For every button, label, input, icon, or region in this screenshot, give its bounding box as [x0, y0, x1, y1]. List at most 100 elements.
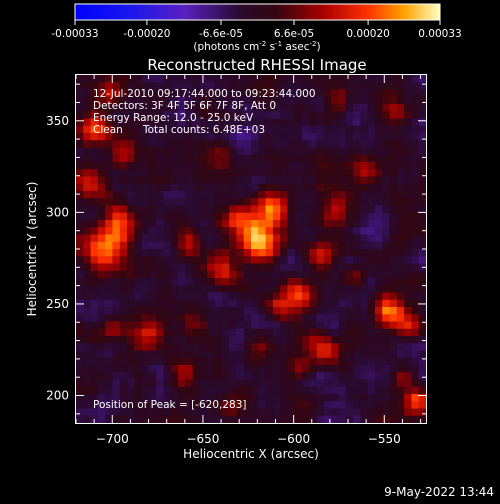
heatmap-cell: [309, 205, 318, 214]
heatmap-cell: [207, 140, 215, 148]
heatmap-cell: [251, 176, 259, 185]
heatmap-cell: [367, 176, 376, 185]
heatmap-cell: [411, 365, 420, 373]
heatmap-cell: [156, 394, 164, 402]
heatmap-cell: [214, 408, 223, 417]
heatmap-cell: [236, 212, 245, 221]
heatmap-cell: [192, 401, 201, 409]
heatmap-cell: [170, 198, 179, 206]
heatmap-cell: [382, 321, 390, 330]
heatmap-cell: [411, 350, 420, 359]
y-tick-label: 300: [46, 205, 69, 219]
heatmap-cell: [418, 394, 427, 402]
heatmap-cell: [404, 183, 412, 192]
heatmap-cell: [294, 372, 303, 380]
heatmap-cell: [97, 89, 106, 98]
heatmap-cell: [396, 292, 405, 301]
heatmap-cell: [163, 82, 172, 90]
heatmap-cell: [221, 220, 230, 228]
heatmap-cell: [294, 328, 303, 337]
heatmap-cell: [345, 234, 354, 243]
heatmap-cell: [199, 314, 208, 322]
heatmap-cell: [97, 401, 106, 409]
heatmap-cell: [119, 147, 128, 156]
heatmap-cell: [418, 408, 427, 417]
heatmap-cell: [404, 299, 412, 308]
heatmap-cell: [141, 162, 150, 170]
heatmap-cell: [331, 372, 339, 380]
heatmap-cell: [258, 205, 266, 214]
heatmap-cell: [323, 183, 332, 192]
heatmap-cell: [287, 415, 296, 424]
heatmap-cell: [272, 176, 281, 185]
heatmap-cell: [309, 401, 318, 409]
heatmap-cell: [243, 278, 252, 286]
heatmap-cell: [309, 234, 318, 243]
heatmap-cell: [404, 350, 412, 359]
heatmap-cell: [396, 357, 405, 366]
heatmap-cell: [302, 263, 310, 272]
heatmap-cell: [127, 299, 135, 308]
heatmap-cell: [112, 336, 121, 344]
heatmap-cell: [214, 212, 223, 221]
heatmap-cell: [265, 133, 274, 141]
heatmap-cell: [309, 183, 318, 192]
heatmap-cell: [229, 415, 237, 424]
heatmap-cell: [97, 278, 106, 286]
heatmap-cell: [236, 321, 245, 330]
heatmap-cell: [294, 140, 303, 148]
heatmap-cell: [353, 350, 361, 359]
heatmap-cell: [272, 365, 281, 373]
heatmap-cell: [265, 357, 274, 366]
heatmap-cell: [163, 169, 172, 177]
heatmap-cell: [134, 125, 143, 134]
heatmap-cell: [411, 314, 420, 322]
heatmap-cell: [148, 357, 157, 366]
heatmap-cell: [323, 133, 332, 141]
heatmap-cell: [221, 198, 230, 206]
heatmap-cell: [178, 118, 186, 127]
heatmap-cell: [90, 263, 99, 272]
heatmap-cell: [141, 285, 150, 293]
heatmap-cell: [221, 169, 230, 177]
heatmap-cell: [338, 408, 347, 417]
heatmap-cell: [418, 278, 427, 286]
heatmap-cell: [214, 314, 223, 322]
heatmap-cell: [411, 96, 420, 105]
heatmap-cell: [338, 365, 347, 373]
heatmap-cell: [134, 140, 143, 148]
heatmap-cell: [221, 183, 230, 192]
heatmap-cell: [112, 328, 121, 337]
heatmap-cell: [382, 401, 390, 409]
heatmap-cell: [83, 220, 91, 228]
heatmap-cell: [411, 401, 420, 409]
heatmap-cell: [207, 386, 215, 395]
heatmap-cell: [148, 89, 157, 98]
heatmap-cell: [345, 89, 354, 98]
heatmap-cell: [265, 386, 274, 395]
heatmap-cell: [418, 220, 427, 228]
heatmap-cell: [105, 176, 113, 185]
heatmap-cell: [367, 263, 376, 272]
heatmap-cell: [265, 111, 274, 119]
heatmap-cell: [243, 350, 252, 359]
heatmap-cell: [134, 212, 143, 221]
heatmap-cell: [229, 263, 237, 272]
heatmap-cell: [214, 263, 223, 272]
heatmap-cell: [170, 176, 179, 185]
heatmap-cell: [294, 249, 303, 257]
heatmap-cell: [199, 133, 208, 141]
heatmap-cell: [280, 227, 288, 235]
heatmap-cell: [316, 256, 325, 264]
heatmap-cell: [404, 365, 412, 373]
heatmap-cell: [141, 82, 150, 90]
heatmap-cell: [418, 270, 427, 279]
heatmap-cell: [251, 140, 259, 148]
heatmap-cell: [338, 415, 347, 424]
heatmap-cell: [287, 147, 296, 156]
heatmap-cell: [163, 357, 172, 366]
heatmap-cell: [360, 227, 369, 235]
heatmap-cell: [192, 111, 201, 119]
heatmap-cell: [367, 183, 376, 192]
